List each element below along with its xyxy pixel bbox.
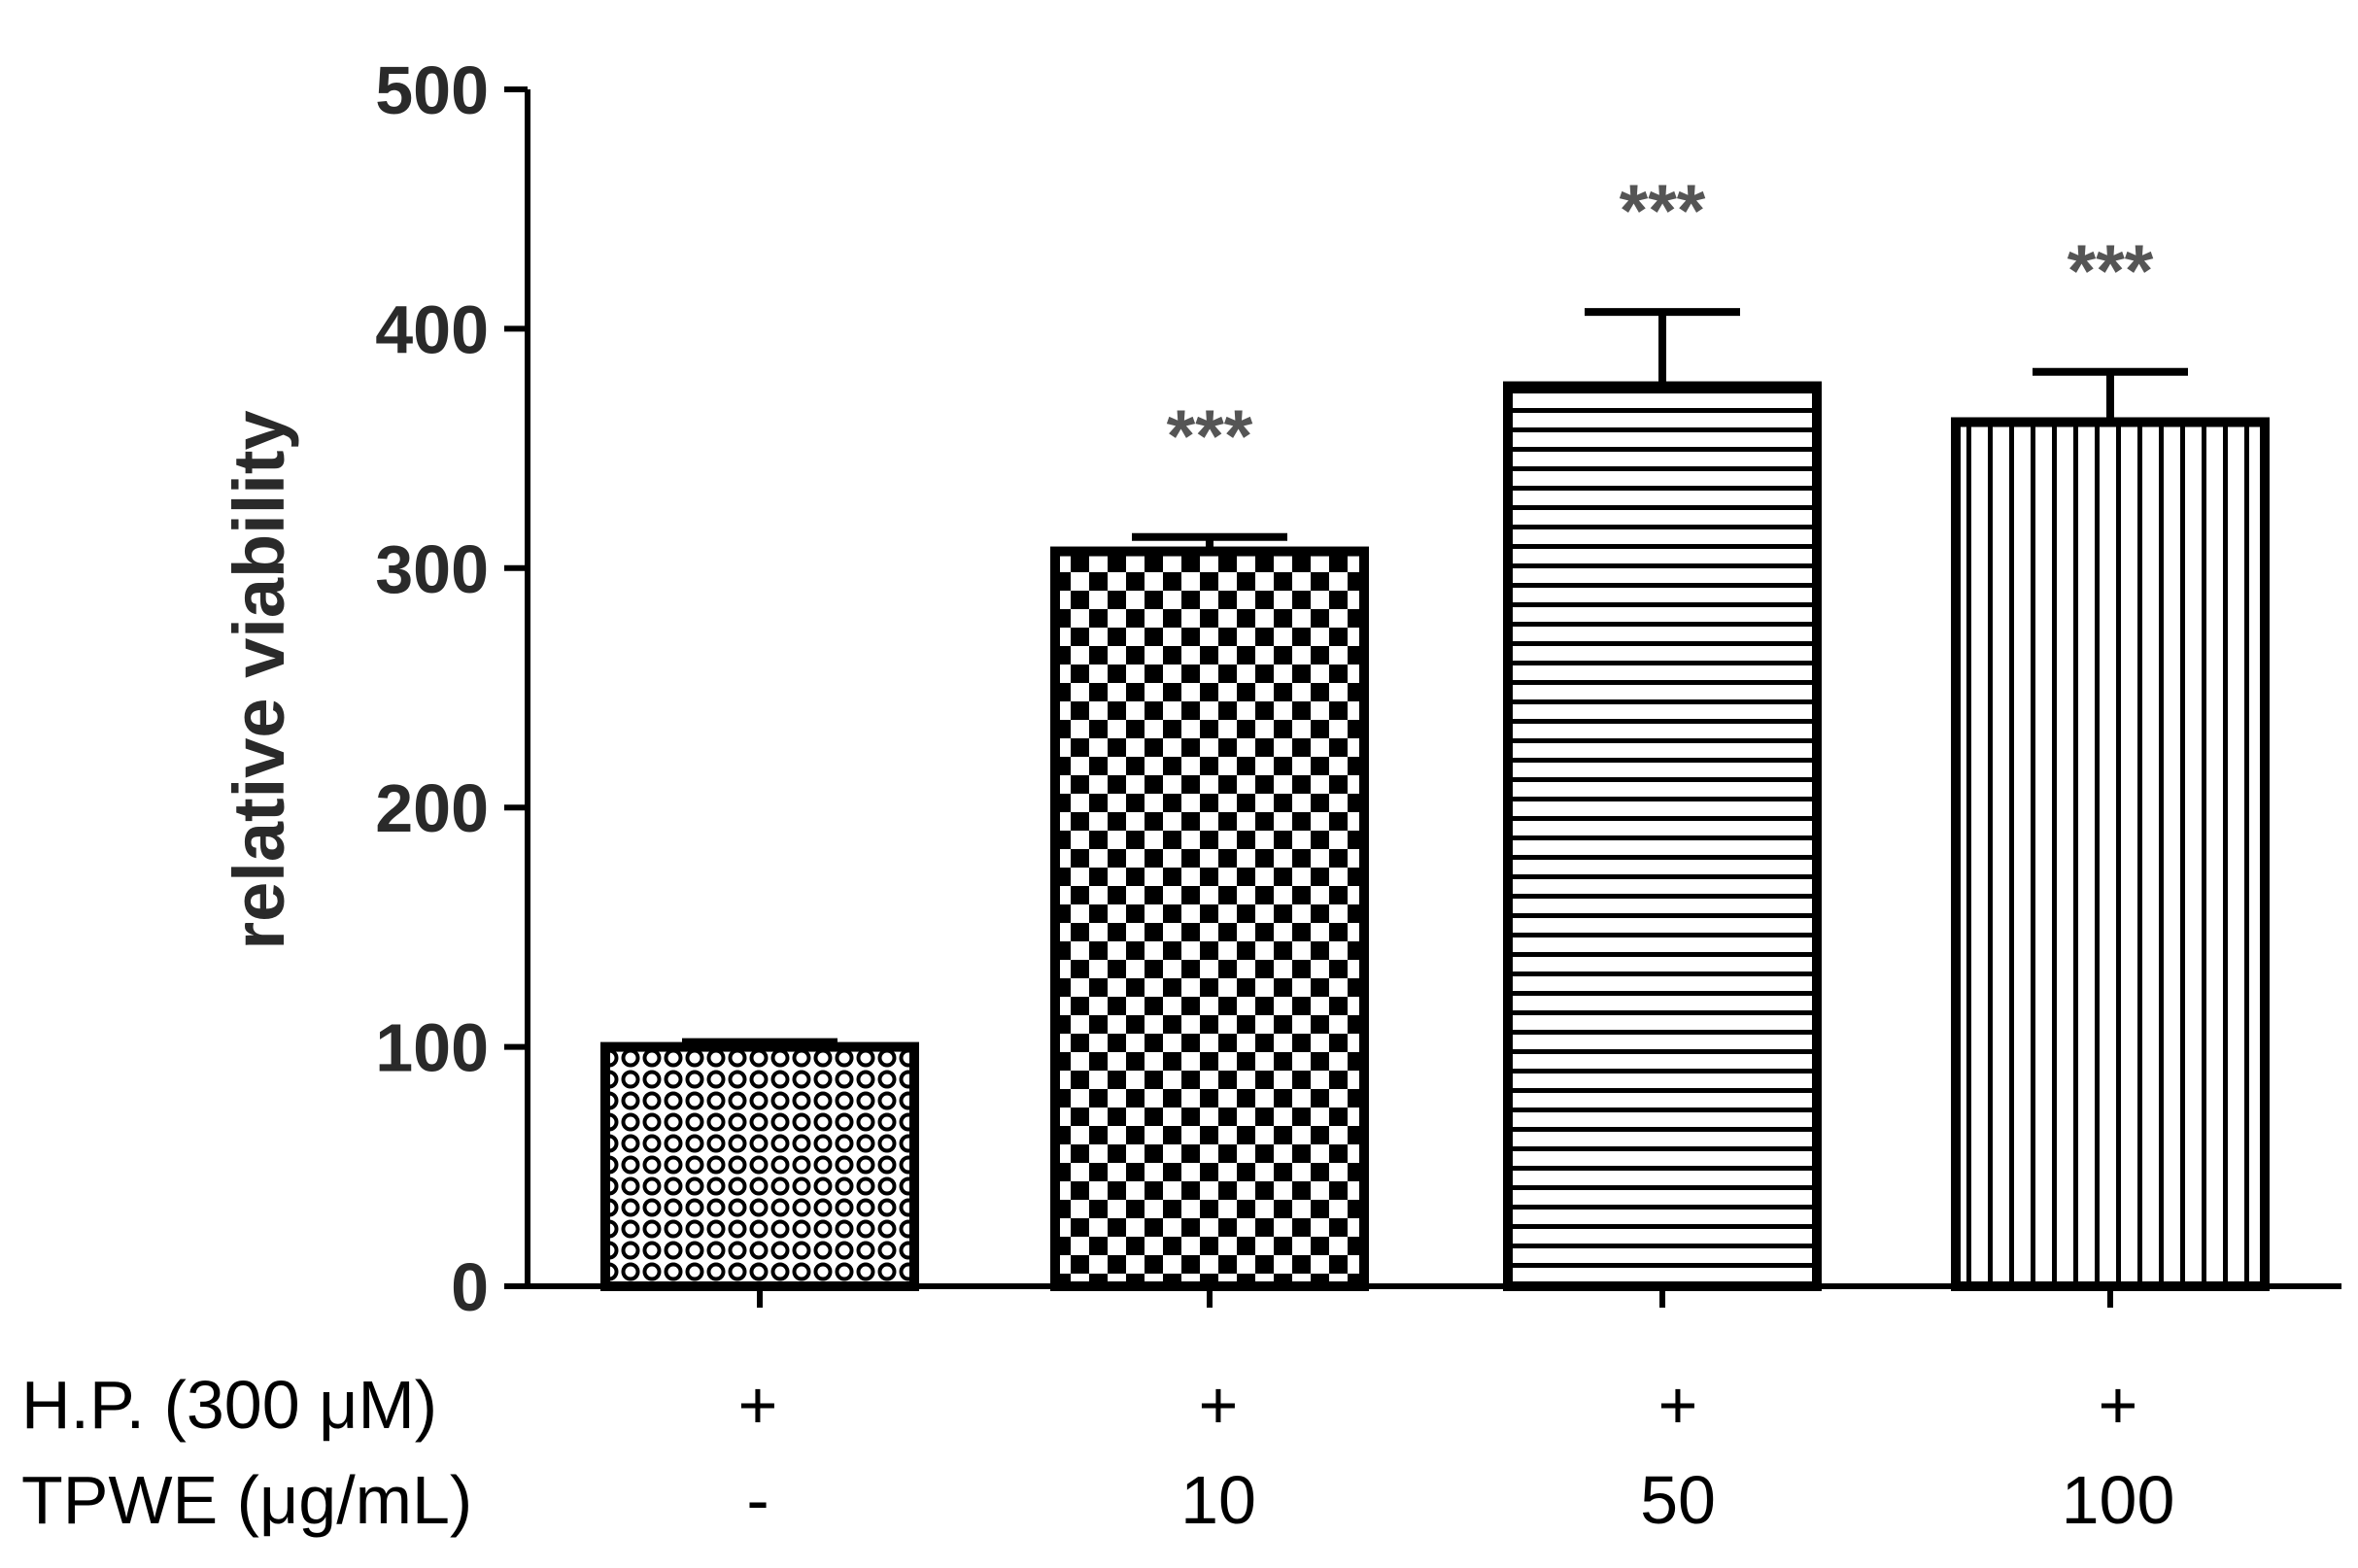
condition-row-label: H.P. (300 μM) [21, 1367, 437, 1443]
error-bars [682, 308, 2188, 1047]
significance-label: *** [1167, 395, 1253, 478]
y-tick-label: 200 [375, 770, 489, 846]
condition-value: - [746, 1462, 769, 1538]
y-tick-label: 300 [375, 531, 489, 607]
bar [1050, 546, 1369, 1291]
condition-value: 100 [2062, 1462, 2175, 1538]
bar [600, 1041, 919, 1291]
y-axis: 0 100 200 300 400 500 [375, 52, 530, 1325]
significance-labels: *** *** *** [1167, 170, 2154, 478]
significance-label: *** [2068, 230, 2154, 313]
y-tick-label: 100 [375, 1010, 489, 1086]
y-tick-label: 0 [451, 1249, 489, 1325]
condition-value: + [1199, 1367, 1239, 1443]
bar [1951, 417, 2270, 1292]
condition-value: 50 [1640, 1462, 1716, 1538]
condition-value: + [1658, 1367, 1698, 1443]
condition-value: + [2099, 1367, 2138, 1443]
y-tick-label: 400 [375, 291, 489, 367]
y-tick-label: 500 [375, 52, 489, 128]
significance-label: *** [1620, 170, 1706, 253]
bars [600, 381, 2270, 1292]
condition-value: + [738, 1367, 778, 1443]
y-axis-title: relative viability [219, 410, 299, 949]
condition-value: 10 [1180, 1462, 1256, 1538]
condition-table: H.P. (300 μM) + + + + TPWE (μg/mL) - 10 50 100 [21, 1367, 2174, 1538]
condition-row-label: TPWE (μg/mL) [21, 1462, 472, 1538]
bar [1503, 381, 1822, 1291]
